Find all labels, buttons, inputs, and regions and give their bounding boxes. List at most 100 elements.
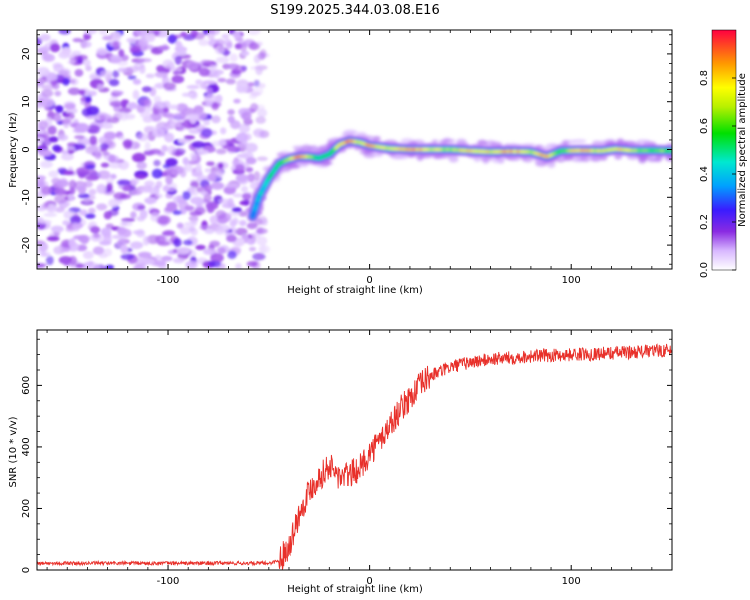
noise-blob [173,112,184,120]
colorbar: 0.0 0.2 0.4 0.6 0.8 Normalized spectral ampl… [699,29,748,278]
noise-blob [204,168,212,173]
ridge-halo-blob [438,139,449,144]
noise-blob [67,87,81,96]
noise-blob [207,172,217,182]
noise-blob [157,215,171,225]
noise-blob [153,159,161,167]
noise-blob [167,145,177,155]
noise-blob [215,210,227,220]
noise-blob [111,234,126,239]
noise-blob [136,161,147,170]
noise-blob [89,135,98,146]
noise-blob [89,74,102,80]
noise-blob [171,75,185,84]
noise-blob [76,167,90,176]
noise-blob [220,127,227,135]
noise-blob [139,209,148,220]
ridge-halo-blob [565,140,577,144]
noise-blob [137,58,152,63]
noise-blob [96,47,108,56]
noise-blob [191,171,204,178]
noise-blob [130,211,137,219]
noise-blob [246,261,258,267]
noise-blob [258,82,266,89]
noise-blob [202,248,216,255]
noise-blob [53,246,65,255]
noise-blob [40,89,54,98]
noise-blob [259,244,267,255]
noise-blob [151,210,160,217]
noise-blob [83,197,91,203]
noise-blob [85,65,92,72]
noise-blob [54,206,65,213]
noise-blob [72,143,86,150]
ridge-halo-blob [636,139,651,144]
noise-blob [146,126,159,131]
noise-blob [37,102,45,109]
noise-blob [180,226,192,235]
noise-blob [185,114,199,120]
noise-blob [194,207,206,215]
noise-blob [195,79,203,85]
noise-blob [201,128,213,138]
noise-blob [146,234,161,245]
noise-blob [216,169,224,179]
noise-blob [99,143,109,150]
noise-blob [108,78,120,87]
noise-blob [103,248,113,257]
noise-blob [46,72,57,81]
ridge-halo-blob [572,139,587,144]
noise-blob [250,66,262,71]
noise-blob [154,254,163,264]
noise-blob [249,103,259,112]
noise-blob [141,86,152,93]
ridge-halo-blob [545,143,558,149]
noise-blob [132,78,142,85]
colorbar-ticks: 0.0 0.2 0.4 0.6 0.8 [699,70,736,278]
noise-blob [169,119,182,128]
noise-blob [74,135,85,140]
noise-blob [102,151,110,157]
noise-blob [155,180,163,189]
spectrogram-x-tick-label: -100 [157,275,180,286]
noise-blob [109,54,123,64]
noise-blob [112,70,120,78]
noise-blob [99,114,106,121]
noise-blob [86,124,101,134]
noise-blob [52,144,62,152]
noise-blob [256,252,264,260]
noise-blob [137,251,152,259]
noise-blob [245,167,254,173]
noise-blob [42,53,56,63]
noise-blob [76,138,91,145]
ridge-halo-blob [343,129,358,135]
noise-blob [105,223,115,229]
snr-y-tick-label: 200 [21,499,32,518]
noise-blob [130,180,137,187]
noise-blob [207,30,215,40]
noise-blob [56,179,69,188]
noise-blob [250,91,261,97]
noise-blob [206,204,215,214]
noise-blob [121,99,130,105]
noise-blob [163,106,170,113]
noise-blob [42,202,50,209]
noise-blob [103,131,117,140]
noise-blob [63,170,75,176]
noise-blob [38,242,49,252]
noise-blob [246,222,258,230]
noise-blob [53,188,67,195]
noise-blob [175,149,182,157]
noise-blob [86,105,100,116]
noise-blob [246,238,256,245]
noise-blob [119,221,133,227]
noise-blob [183,239,193,246]
noise-blob [162,59,175,69]
noise-blob [72,37,83,43]
spectrogram-x-ticks: -100 0 100 [46,30,673,286]
noise-blob [253,79,260,88]
snr-x-tick-label: 0 [366,576,372,587]
snr-y-ticks: 0 200 400 600 [21,338,672,573]
noise-blob [231,207,242,213]
noise-blob [80,40,92,48]
